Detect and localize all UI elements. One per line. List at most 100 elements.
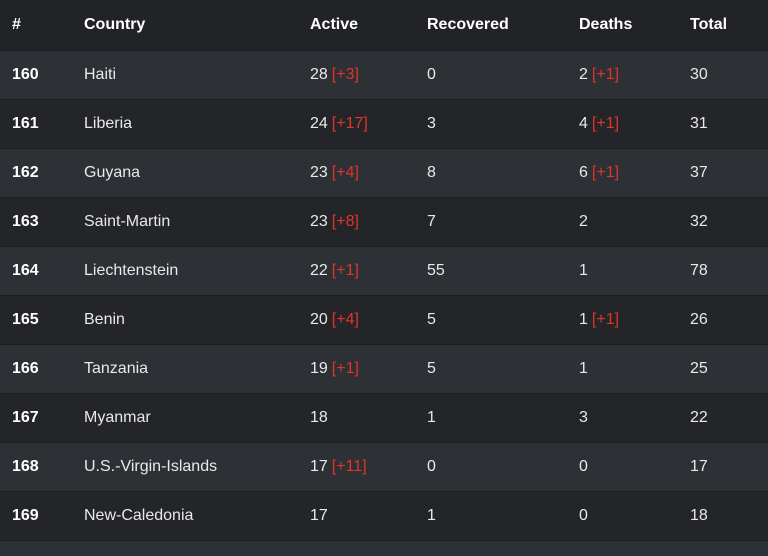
active-cell: 23 [+4]: [298, 148, 415, 197]
total-cell: 37: [690, 163, 708, 181]
rank-cell: 169: [12, 506, 39, 524]
active-value: 19: [310, 359, 328, 377]
total-cell: 31: [690, 114, 708, 132]
active-value: 17: [310, 506, 328, 524]
deaths-value: 1: [579, 310, 588, 328]
table-row: 162 Guyana 23 [+4] 8 6 [+1] 37: [0, 148, 768, 197]
total-cell: 32: [690, 212, 708, 230]
active-cell: 17 [+11]: [298, 442, 415, 491]
total-cell: 78: [690, 261, 708, 279]
active-value: 20: [310, 310, 328, 328]
table-row: 161 Liberia 24 [+17] 3 4 [+1] 31: [0, 99, 768, 148]
rank-cell: 162: [12, 163, 39, 181]
recovered-cell: 0: [427, 65, 436, 83]
deaths-cell: 6 [+1]: [567, 148, 678, 197]
country-cell: Liechtenstein: [84, 261, 179, 279]
deaths-cell: 1: [567, 246, 678, 295]
active-cell: 20 [+4]: [298, 295, 415, 344]
stats-table: # Country Active Recovered Deaths Total …: [0, 0, 768, 540]
rank-cell: 161: [12, 114, 39, 132]
total-cell: 26: [690, 310, 708, 328]
active-delta: [+3]: [331, 65, 359, 83]
active-delta: [+11]: [331, 457, 367, 475]
recovered-cell: 0: [427, 457, 436, 475]
column-header-deaths[interactable]: Deaths: [567, 0, 678, 51]
rank-cell: 160: [12, 65, 39, 83]
rank-cell: 166: [12, 359, 39, 377]
active-value: 28: [310, 65, 328, 83]
rank-cell: 165: [12, 310, 39, 328]
active-delta: [+17]: [331, 114, 368, 132]
recovered-cell: 5: [427, 310, 436, 328]
active-delta: [+8]: [331, 212, 359, 230]
column-header-recovered[interactable]: Recovered: [415, 0, 567, 51]
total-cell: 18: [690, 506, 708, 524]
active-cell: 17: [298, 491, 415, 540]
table-row: 165 Benin 20 [+4] 5 1 [+1] 26: [0, 295, 768, 344]
deaths-cell: 0: [567, 491, 678, 540]
table-row: 164 Liechtenstein 22 [+1] 55 1 78: [0, 246, 768, 295]
active-cell: 24 [+17]: [298, 99, 415, 148]
country-cell: U.S.-Virgin-Islands: [84, 457, 218, 475]
recovered-cell: 1: [427, 408, 436, 426]
rank-cell: 167: [12, 408, 39, 426]
deaths-cell: 1: [567, 344, 678, 393]
country-cell: New-Caledonia: [84, 506, 194, 524]
country-cell: Tanzania: [84, 359, 149, 377]
column-header-total[interactable]: Total: [678, 0, 768, 51]
deaths-value: 2: [579, 212, 588, 230]
total-cell: 22: [690, 408, 708, 426]
rank-cell: 164: [12, 261, 39, 279]
active-delta: [+1]: [331, 261, 359, 279]
country-cell: Guyana: [84, 163, 141, 181]
active-cell: 22 [+1]: [298, 246, 415, 295]
deaths-delta: [+1]: [591, 65, 620, 83]
deaths-cell: 4 [+1]: [567, 99, 678, 148]
country-cell: Myanmar: [84, 408, 151, 426]
country-cell: Haiti: [84, 65, 117, 83]
active-cell: 18: [298, 393, 415, 442]
country-cell: Liberia: [84, 114, 133, 132]
active-value: 22: [310, 261, 328, 279]
recovered-cell: 7: [427, 212, 436, 230]
active-cell: 23 [+8]: [298, 197, 415, 246]
active-delta: [+4]: [331, 310, 359, 328]
column-header-country[interactable]: Country: [72, 0, 298, 51]
column-header-rank[interactable]: #: [0, 0, 72, 51]
next-table-row-partial: [0, 540, 768, 556]
table-header: # Country Active Recovered Deaths Total: [0, 0, 768, 51]
rank-cell: 163: [12, 212, 39, 230]
deaths-delta: [+1]: [591, 163, 620, 181]
deaths-cell: 2 [+1]: [567, 50, 678, 99]
recovered-cell: 1: [427, 506, 436, 524]
active-value: 18: [310, 408, 328, 426]
column-header-active[interactable]: Active: [298, 0, 415, 51]
header-row: # Country Active Recovered Deaths Total: [0, 0, 768, 51]
deaths-value: 3: [579, 408, 588, 426]
deaths-value: 1: [579, 261, 588, 279]
recovered-cell: 3: [427, 114, 436, 132]
active-cell: 19 [+1]: [298, 344, 415, 393]
table-row: 167 Myanmar 18 1 3 22: [0, 393, 768, 442]
active-value: 23: [310, 212, 328, 230]
deaths-value: 0: [579, 457, 588, 475]
deaths-delta: [+1]: [591, 114, 620, 132]
country-cell: Saint-Martin: [84, 212, 171, 230]
active-value: 23: [310, 163, 328, 181]
total-cell: 17: [690, 457, 708, 475]
table-row: 168 U.S.-Virgin-Islands 17 [+11] 0 0 17: [0, 442, 768, 491]
deaths-cell: 0: [567, 442, 678, 491]
table-row: 166 Tanzania 19 [+1] 5 1 25: [0, 344, 768, 393]
country-cell: Benin: [84, 310, 125, 328]
deaths-delta: [+1]: [591, 310, 620, 328]
active-delta: [+1]: [331, 359, 359, 377]
deaths-cell: 1 [+1]: [567, 295, 678, 344]
active-delta: [+4]: [331, 163, 359, 181]
total-cell: 25: [690, 359, 708, 377]
deaths-value: 0: [579, 506, 588, 524]
active-cell: 28 [+3]: [298, 50, 415, 99]
recovered-cell: 5: [427, 359, 436, 377]
table-body: 160 Haiti 28 [+3] 0 2 [+1] 30 161 Liberia …: [0, 50, 768, 540]
deaths-value: 6: [579, 163, 588, 181]
